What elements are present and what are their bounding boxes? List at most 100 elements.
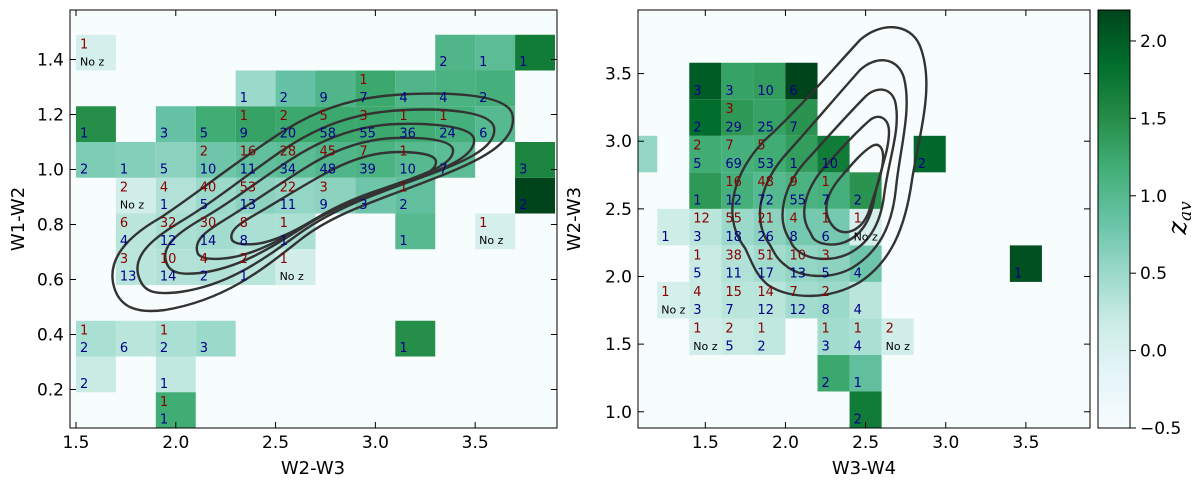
left-cell-count-total: 1 bbox=[359, 73, 367, 88]
right-heatmap-cell bbox=[753, 135, 786, 173]
right-cell-count-redshift: 69 bbox=[725, 157, 742, 172]
right-cell-count-redshift: 8 bbox=[789, 230, 797, 245]
left-cell-count-redshift: 11 bbox=[240, 162, 257, 177]
right-cell-count-redshift: 12 bbox=[725, 193, 742, 208]
left-cell-count-total: 3 bbox=[319, 180, 327, 195]
right-cell-count-total: 51 bbox=[757, 248, 774, 263]
right-heatmap-cell bbox=[657, 281, 690, 319]
left-y-tick-label: 0.2 bbox=[37, 381, 64, 401]
right-cell-no-z-label: No z bbox=[693, 340, 717, 353]
right-cell-count-total: 9 bbox=[789, 175, 797, 190]
right-cell-count-redshift: 25 bbox=[757, 120, 774, 135]
colorbar: −0.5 0.0 0.5 1.0 1.5 2.0 zav bbox=[1097, 9, 1196, 439]
left-cell-count-redshift: 1 bbox=[160, 377, 168, 392]
left-cell-count-redshift: 8 bbox=[240, 234, 248, 249]
left-cell-count-total: 1 bbox=[160, 395, 168, 410]
left-heatmap-cell bbox=[155, 213, 196, 250]
right-cell-count-redshift: 29 bbox=[725, 120, 742, 135]
right-cell-count-redshift: 10 bbox=[822, 157, 839, 172]
right-cell-count-redshift: 11 bbox=[725, 267, 742, 282]
right-heatmap-cell bbox=[657, 208, 690, 246]
right-cell-count-total: 12 bbox=[693, 212, 710, 227]
left-contour-4 bbox=[195, 136, 455, 261]
right-y-tick-label: 2.5 bbox=[605, 200, 632, 220]
left-cell-count-redshift: 34 bbox=[280, 162, 297, 177]
left-cell-count-redshift: 3 bbox=[519, 162, 527, 177]
right-heatmap-cell bbox=[849, 354, 882, 392]
left-cell-count-total: 1 bbox=[80, 37, 88, 52]
right-heatmap-cell bbox=[689, 172, 722, 209]
left-cell-count-redshift: 6 bbox=[479, 127, 487, 142]
left-cell-count-redshift: 3 bbox=[359, 198, 367, 213]
left-cell-count-redshift: 2 bbox=[280, 91, 288, 106]
left-cell-count-redshift: 1 bbox=[160, 198, 168, 213]
left-cell-count-redshift: 10 bbox=[399, 162, 416, 177]
right-cell-count-redshift: 2 bbox=[693, 120, 701, 135]
left-heatmap-cell bbox=[515, 177, 556, 214]
left-heatmap-cell bbox=[395, 320, 436, 357]
right-cell-count-total: 1 bbox=[822, 175, 830, 190]
right-heatmap-cell bbox=[1009, 245, 1042, 282]
right-heatmap-cell bbox=[721, 62, 754, 100]
left-heatmap-cell bbox=[115, 320, 156, 357]
left-cell-count-total: 8 bbox=[240, 216, 248, 231]
right-x-tick-label: 3.5 bbox=[1012, 433, 1039, 453]
right-heatmap-cell bbox=[753, 99, 786, 136]
left-cell-count-redshift: 7 bbox=[359, 91, 367, 106]
left-heatmap-cell bbox=[195, 320, 236, 357]
colorbar-tick-label: 2.0 bbox=[1140, 32, 1167, 52]
colorbar-tick-label: 0.0 bbox=[1140, 342, 1167, 362]
left-cell-count-redshift: 10 bbox=[200, 162, 217, 177]
right-cell-count-total: 7 bbox=[789, 285, 797, 300]
left-cell-count-redshift: 1 bbox=[479, 55, 487, 70]
right-contour-2 bbox=[758, 59, 908, 278]
right-cell-count-total: 10 bbox=[789, 248, 806, 263]
right-cell-count-total: 1 bbox=[661, 285, 669, 300]
colorbar-ticks: −0.5 0.0 0.5 1.0 1.5 2.0 bbox=[1130, 32, 1181, 439]
right-heatmap-cell bbox=[849, 318, 882, 355]
right-heatmap-cell bbox=[689, 208, 722, 246]
left-cell-count-total: 4 bbox=[160, 180, 168, 195]
left-heatmap-cell bbox=[115, 249, 156, 285]
left-y-tick-label: 1.4 bbox=[37, 51, 64, 71]
left-density-contours bbox=[111, 92, 515, 313]
left-heatmap-cell bbox=[235, 70, 276, 107]
right-cell-count-total: 1 bbox=[822, 212, 830, 227]
left-cell-count-redshift: 5 bbox=[200, 198, 208, 213]
right-heatmap-cells bbox=[638, 62, 1042, 428]
left-cell-count-redshift: 1 bbox=[160, 413, 168, 428]
right-cell-count-redshift: 8 bbox=[822, 303, 830, 318]
right-cell-count-total: 1 bbox=[822, 321, 830, 336]
right-heatmap-cell bbox=[689, 99, 722, 136]
left-cell-count-redshift: 2 bbox=[479, 91, 487, 106]
right-cell-count-redshift: 10 bbox=[757, 84, 774, 99]
right-heatmap-cell bbox=[881, 318, 914, 355]
left-y-tick-label: 0.8 bbox=[37, 216, 64, 236]
colorbar-tick-label: 1.0 bbox=[1140, 187, 1167, 207]
left-cell-count-total: 1 bbox=[399, 145, 407, 160]
left-heatmap-cell bbox=[315, 70, 356, 107]
right-heatmap-cell bbox=[721, 318, 754, 355]
left-heatmap-cell bbox=[235, 106, 276, 142]
left-cell-count-redshift: 14 bbox=[160, 270, 177, 285]
right-cell-count-total: 4 bbox=[789, 212, 797, 227]
left-x-tick-label: 1.5 bbox=[62, 433, 89, 453]
right-cell-count-redshift: 26 bbox=[757, 230, 774, 245]
left-cell-count-redshift: 1 bbox=[399, 341, 407, 356]
left-heatmap-cell bbox=[355, 142, 396, 178]
right-heatmap-cell bbox=[689, 318, 722, 355]
left-cell-count-redshift: 1 bbox=[280, 234, 288, 249]
left-cell-count-redshift: 6 bbox=[120, 341, 128, 356]
left-axes: 1.5 2.0 2.5 3.0 3.5 0.2 0.4 0.6 0.8 1.0 1.2 1.4 bbox=[37, 10, 557, 453]
left-plot-frame bbox=[69, 9, 558, 429]
left-cell-count-total: 16 bbox=[240, 145, 257, 160]
right-cell-count-redshift: 1 bbox=[1014, 267, 1022, 282]
left-heatmap-cell bbox=[155, 356, 196, 393]
left-y-axis-label: W1-W2 bbox=[8, 187, 29, 251]
right-cell-count-redshift: 1 bbox=[854, 376, 862, 391]
left-heatmap-cell bbox=[435, 34, 476, 71]
right-y-tick-label: 2.0 bbox=[605, 267, 632, 287]
left-x-tick-label: 2.0 bbox=[162, 433, 189, 453]
